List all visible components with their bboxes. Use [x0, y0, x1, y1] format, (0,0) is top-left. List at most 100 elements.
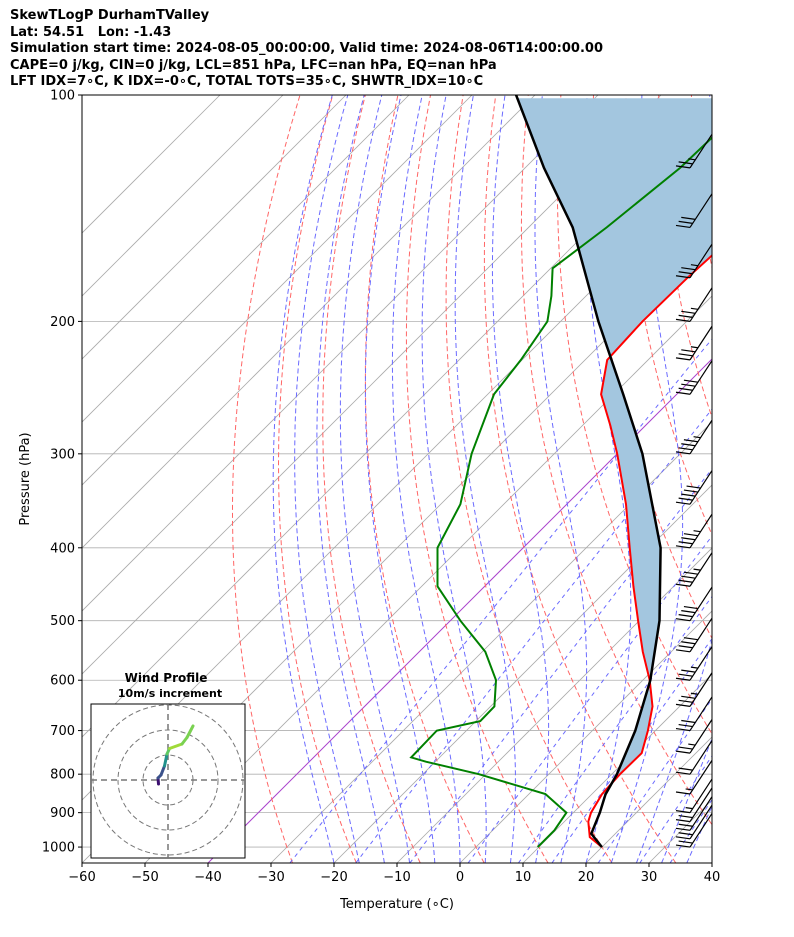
y-tick-label: 100 — [50, 89, 75, 104]
isotherm-line — [82, 95, 662, 675]
location-line: Lat: 54.51 Lon: -1.43 — [10, 24, 172, 40]
x-tick-label: 30 — [641, 870, 658, 885]
mixing-ratio-line — [467, 535, 712, 863]
wind-barb-flag — [681, 669, 696, 673]
dry-adiabat — [757, 95, 794, 863]
wind-barb-flag — [675, 827, 691, 831]
wind-barb — [675, 513, 713, 549]
wind-barb-flag — [678, 353, 693, 357]
wind-barb-flag — [693, 530, 701, 533]
wind-barb-flag — [675, 836, 691, 840]
wind-barb — [675, 804, 713, 840]
wind-barb-flag — [685, 807, 693, 810]
wind-barb-flag — [681, 349, 696, 353]
wind-barb-flag — [678, 814, 693, 819]
moist-adiabat — [661, 737, 712, 863]
wind-barb — [675, 133, 713, 169]
wind-barb-flag — [675, 618, 691, 622]
wind-barb-flag — [683, 379, 699, 383]
wind-barb-flag — [683, 637, 699, 641]
moist-adiabat — [635, 95, 712, 863]
wind-barb-flag — [678, 832, 693, 836]
isotherm-line — [82, 95, 284, 297]
hodograph-plot — [91, 704, 245, 858]
isotherm-line — [270, 421, 712, 863]
isotherm-line — [459, 610, 712, 863]
dewpoint-line — [409, 136, 712, 848]
isotherm-line — [82, 95, 221, 234]
wind-barb — [675, 552, 713, 587]
wind-barb-flag — [678, 673, 693, 677]
x-tick-label: −40 — [194, 870, 221, 885]
hodograph-segment — [168, 742, 184, 750]
wind-barb-flag — [683, 571, 699, 575]
wind-barb — [675, 287, 713, 322]
isotherm-line — [711, 862, 712, 863]
wind-barb-staff — [689, 696, 713, 731]
wind-barb-flag — [675, 727, 691, 732]
wind-barb-staff — [689, 719, 713, 754]
wind-barb-staff — [689, 617, 713, 653]
dry-adiabat — [322, 95, 421, 863]
wind-barb-staff — [689, 133, 713, 169]
wind-barb-flag — [675, 275, 691, 279]
wind-barb-flag — [675, 750, 691, 754]
isotherm-line — [144, 295, 712, 863]
wind-barb-flag — [675, 819, 691, 823]
wind-barb-flag — [681, 575, 696, 579]
wind-barb-flag — [675, 791, 691, 795]
y-tick-label: 200 — [50, 315, 75, 330]
wind-barb-flag — [675, 810, 691, 814]
wind-barb-staff — [689, 552, 713, 587]
isotherm-line — [82, 95, 410, 423]
wind-barb — [675, 646, 713, 681]
wind-barb-flag — [678, 579, 693, 583]
wind-barb-flag — [675, 844, 691, 848]
wind-barb-flag — [675, 165, 691, 169]
wind-barb-flag — [675, 703, 691, 707]
isotherm-line — [82, 95, 473, 486]
y-tick-label: 700 — [50, 724, 75, 739]
dry-adiabat — [277, 95, 357, 863]
dry-adiabat — [658, 95, 712, 419]
wind-barb-flag — [675, 391, 691, 395]
y-axis-label: Pressure (hPa) — [18, 432, 33, 525]
wind-barb-staff — [689, 787, 713, 822]
hodograph-title: Wind Profile — [125, 671, 208, 685]
y-tick-label: 300 — [50, 447, 75, 462]
mixing-ratio-line — [597, 698, 712, 863]
mixing-ratio-line — [289, 338, 712, 863]
wind-barb-flag — [681, 610, 696, 614]
isotherm-line — [82, 95, 347, 360]
wind-barb-flag — [690, 692, 699, 695]
wind-barb-flag — [678, 497, 693, 501]
wind-barb — [675, 243, 713, 279]
wind-barb — [675, 778, 713, 814]
wind-barb-flag — [681, 267, 696, 271]
wind-barb-flag — [675, 771, 691, 775]
wind-barb-staff — [689, 470, 713, 505]
wind-barb-flag — [681, 310, 696, 314]
wind-barb-flag — [683, 489, 699, 493]
x-tick-label: −30 — [257, 870, 284, 885]
wind-barb — [675, 672, 713, 707]
y-tick-label: 400 — [50, 541, 75, 556]
x-tick-label: 20 — [578, 870, 595, 885]
wind-barb-flag — [688, 743, 696, 746]
wind-barb-staff — [689, 813, 713, 848]
wind-barb-staff — [689, 243, 713, 279]
wind-barb-flag — [681, 443, 696, 447]
wind-barb-staff — [689, 513, 713, 549]
wind-barb — [675, 360, 713, 395]
wind-barb — [675, 193, 713, 229]
moist-adiabat — [421, 95, 487, 863]
wind-barb — [675, 419, 713, 455]
dry-adiabat — [789, 95, 794, 863]
mixing-ratio-line — [355, 408, 712, 863]
wind-barb-staff — [689, 193, 713, 228]
x-axis-label: Temperature (∘C) — [339, 897, 454, 912]
wind-barb — [675, 740, 713, 775]
mixing-ratio-line — [551, 637, 712, 863]
wind-barb-flag — [683, 605, 699, 610]
